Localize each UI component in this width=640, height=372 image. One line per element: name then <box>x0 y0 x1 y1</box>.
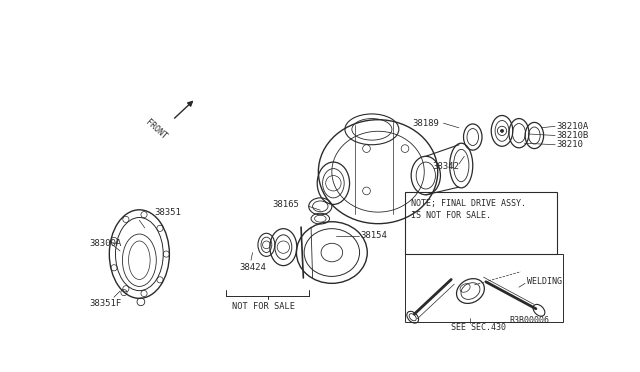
Text: R3B00006: R3B00006 <box>509 316 549 325</box>
Text: 38210B: 38210B <box>556 131 588 140</box>
Text: 38351F: 38351F <box>90 299 122 308</box>
Text: 38300A: 38300A <box>90 239 122 248</box>
Bar <box>405 192 557 254</box>
Text: IS NOT FOR SALE.: IS NOT FOR SALE. <box>411 211 491 220</box>
Text: 38210A: 38210A <box>556 122 588 131</box>
Text: NOT FOR SALE: NOT FOR SALE <box>232 302 295 311</box>
Text: SEE SEC.430: SEE SEC.430 <box>451 324 506 333</box>
Text: 38154: 38154 <box>360 231 387 240</box>
Text: 38351: 38351 <box>155 208 182 217</box>
Text: 38189: 38189 <box>413 119 440 128</box>
Circle shape <box>500 129 504 132</box>
Text: NOTE; FINAL DRIVE ASSY.: NOTE; FINAL DRIVE ASSY. <box>411 199 526 208</box>
Text: WELDING: WELDING <box>527 277 562 286</box>
Text: 38210: 38210 <box>556 140 583 149</box>
Bar <box>405 254 563 322</box>
Text: FRONT: FRONT <box>144 118 168 142</box>
Text: 38342: 38342 <box>432 162 459 171</box>
Text: 38424: 38424 <box>239 263 266 272</box>
Text: 38165: 38165 <box>273 200 300 209</box>
